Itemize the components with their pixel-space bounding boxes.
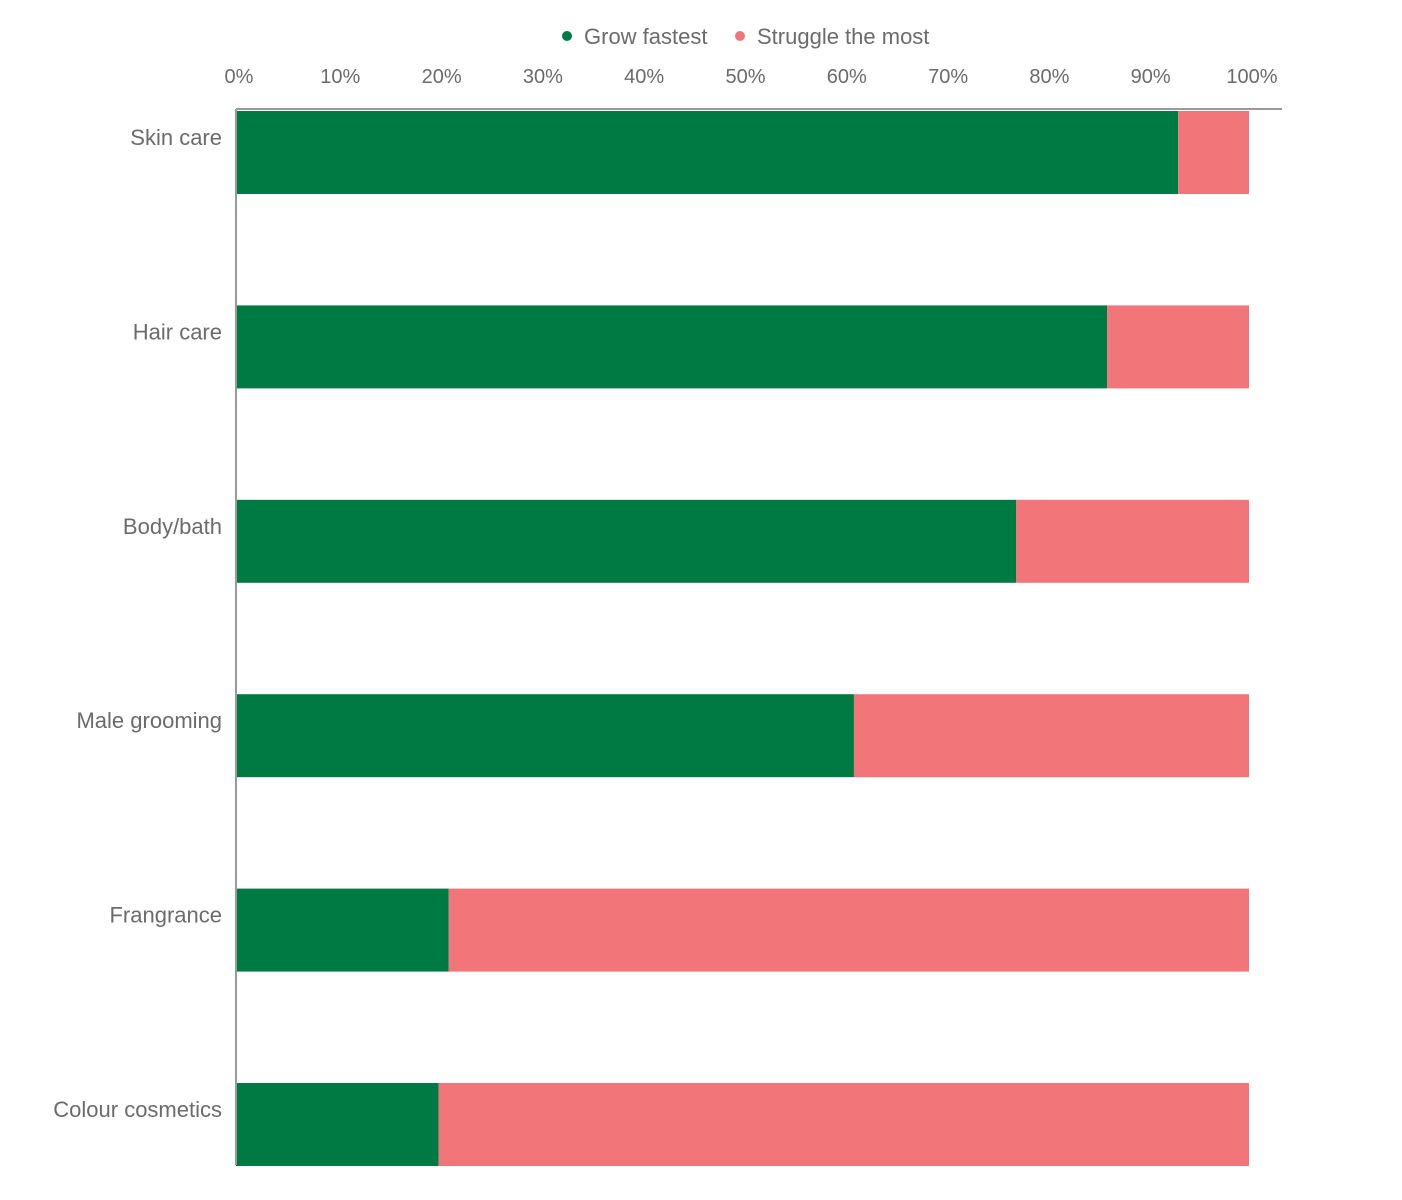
bar-grow-fastest (236, 305, 1108, 389)
x-tick-label: 30% (523, 66, 563, 88)
bar-struggle-the-most (448, 888, 1250, 972)
bar-struggle-the-most (1107, 305, 1249, 389)
bar-struggle-the-most (1178, 111, 1249, 194)
category-label: Skin care (130, 125, 222, 150)
x-tick-label: 40% (624, 66, 664, 88)
legend-label-struggle-the-most: Struggle the most (757, 24, 929, 49)
bar-struggle-the-most (1016, 499, 1249, 583)
x-tick-label: 50% (725, 66, 765, 88)
legend: Grow fastest Struggle the most (562, 24, 929, 49)
bar-struggle-the-most (853, 694, 1249, 778)
x-tick-label: 20% (422, 66, 462, 88)
bar-grow-fastest (236, 499, 1017, 583)
x-tick-label: 60% (827, 66, 867, 88)
x-tick-label: 0% (225, 66, 254, 88)
x-tick-label: 70% (928, 66, 968, 88)
bar-grow-fastest (236, 111, 1179, 194)
bar-grow-fastest (236, 694, 854, 778)
bar-struggle-the-most (438, 1083, 1250, 1166)
legend-marker-struggle-the-most (735, 31, 745, 41)
x-tick-label: 80% (1029, 66, 1069, 88)
bar-grow-fastest (236, 1083, 439, 1166)
x-axis-ticks: 0% 10% 20% 30% 40% 50% 60% 70% 80% 90% 100% (225, 66, 1278, 88)
x-tick-label: 10% (320, 66, 360, 88)
x-tick-label: 100% (1226, 66, 1277, 88)
bars (236, 111, 1250, 1166)
category-label: Colour cosmetics (53, 1097, 222, 1122)
category-label: Frangrance (109, 903, 222, 928)
x-tick-label: 90% (1131, 66, 1171, 88)
bar-grow-fastest (236, 888, 449, 972)
category-label: Hair care (133, 319, 222, 344)
legend-label-grow-fastest: Grow fastest (584, 24, 707, 49)
category-label: Male grooming (76, 708, 222, 733)
category-labels: Skin care Hair care Body/bath Male grooming… (53, 125, 222, 1122)
category-label: Body/bath (123, 514, 222, 539)
legend-marker-grow-fastest (562, 31, 572, 41)
